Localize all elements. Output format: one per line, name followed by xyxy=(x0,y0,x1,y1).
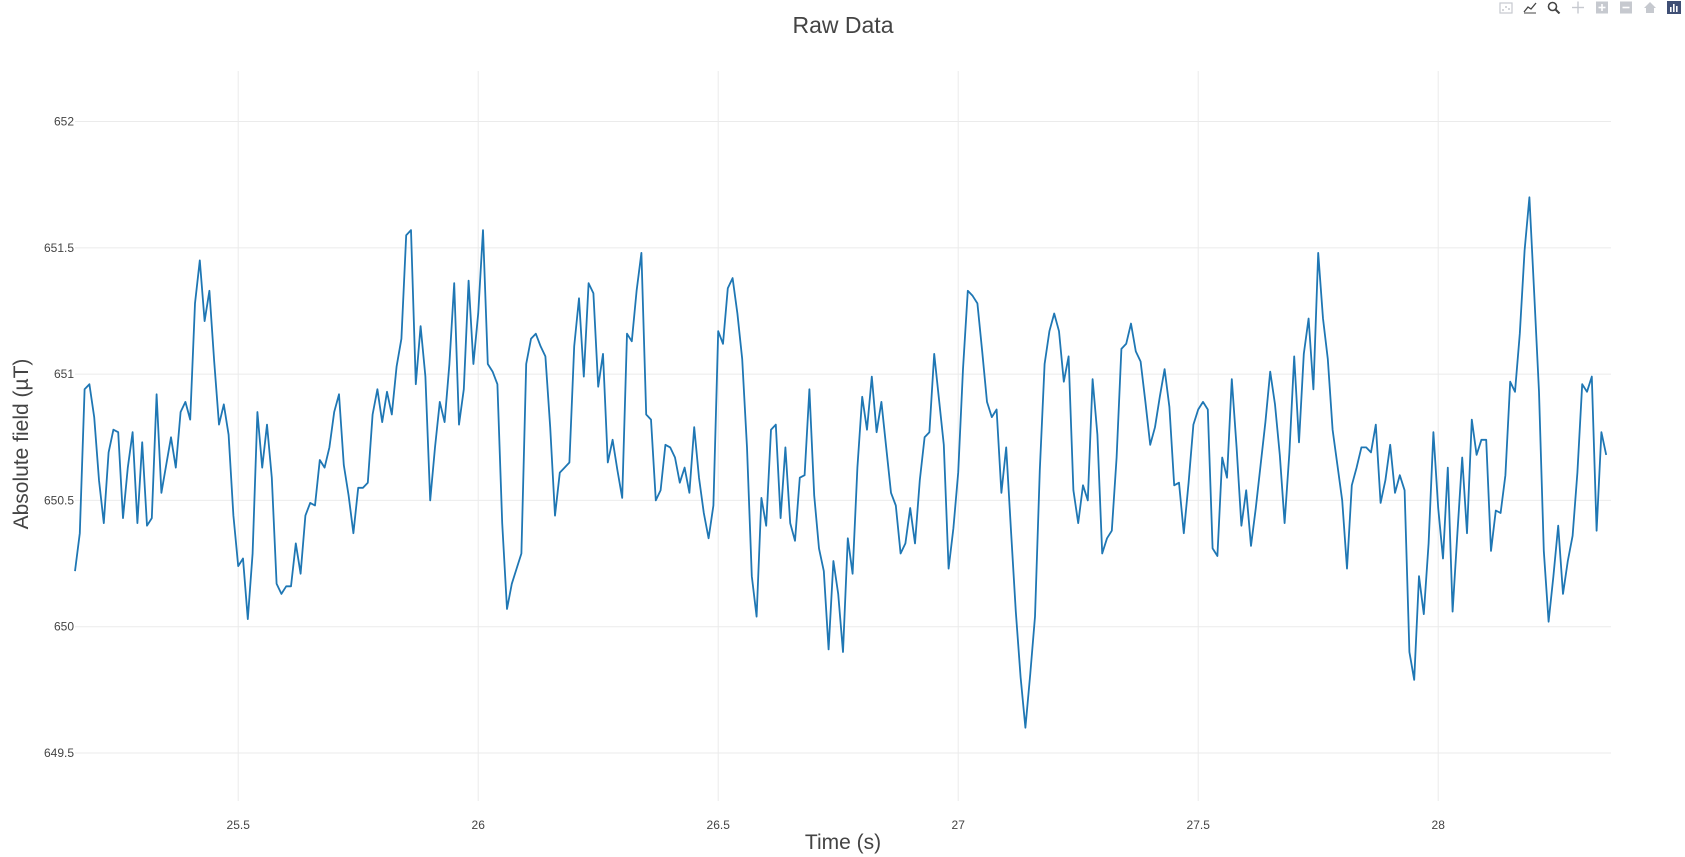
zoom-in-icon[interactable] xyxy=(1593,0,1611,14)
x-tick-label: 26.5 xyxy=(707,818,731,832)
y-tick-label: 650 xyxy=(54,620,74,634)
y-tick-label: 649.5 xyxy=(44,746,74,760)
plot-area[interactable] xyxy=(69,71,1611,801)
x-tick-label: 27.5 xyxy=(1187,818,1211,832)
x-tick-label: 25.5 xyxy=(227,818,251,832)
download-plot-icon[interactable] xyxy=(1497,0,1515,14)
x-axis: 25.5 26 26.5 27 27.5 28 xyxy=(227,818,1446,832)
zoom-out-icon[interactable] xyxy=(1617,0,1635,14)
y-tick-label: 650.5 xyxy=(44,493,74,507)
pan-icon[interactable] xyxy=(1569,0,1587,14)
x-tick-label: 27 xyxy=(952,818,966,832)
x-tick-label: 28 xyxy=(1432,818,1446,832)
x-tick-label: 26 xyxy=(472,818,486,832)
series-line-absolute-field[interactable] xyxy=(74,196,1608,729)
y-tick-label: 651.5 xyxy=(44,241,74,255)
y-tick-label: 652 xyxy=(54,115,74,129)
chart-title: Raw Data xyxy=(793,12,894,38)
y-axis: 649.5 650 650.5 651 651.5 652 xyxy=(44,115,74,760)
zoom-icon[interactable] xyxy=(1545,0,1563,14)
toggle-spike-lines-icon[interactable] xyxy=(1521,0,1539,14)
plotly-logo-icon[interactable] xyxy=(1665,0,1683,14)
y-tick-label: 651 xyxy=(54,367,74,381)
modebar xyxy=(1497,0,1685,14)
x-axis-title: Time (s) xyxy=(805,831,881,854)
reset-axes-icon[interactable] xyxy=(1641,0,1659,14)
y-axis-title: Absolute field (µT) xyxy=(10,359,33,530)
gridlines xyxy=(75,71,1611,801)
